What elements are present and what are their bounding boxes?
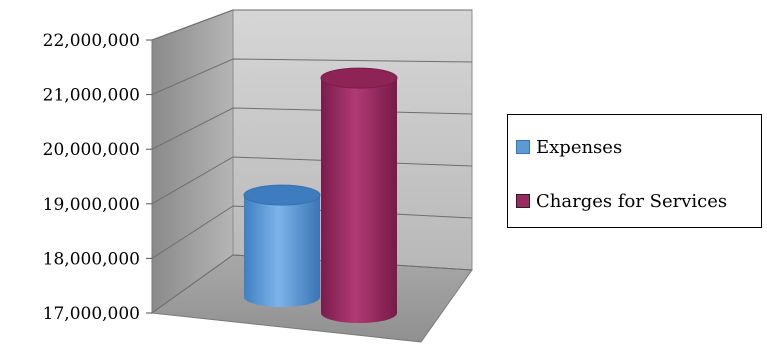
legend-item-expenses: Expenses <box>516 135 622 159</box>
legend-label-expenses: Expenses <box>536 137 622 158</box>
y-tick-label: 20,000,000 <box>43 140 140 160</box>
bar-body <box>321 78 397 323</box>
y-tick-label: 22,000,000 <box>43 31 140 51</box>
legend-label-charges-for-services: Charges for Services <box>536 191 727 212</box>
y-tick-label: 21,000,000 <box>43 86 140 106</box>
legend: Expenses Charges for Services <box>507 114 762 228</box>
legend-swatch-expenses <box>516 140 530 154</box>
bar-expenses <box>244 185 320 307</box>
y-axis-ticks: 22,000,000 21,000,000 20,000,000 19,000,000… <box>43 31 152 324</box>
y-tick-label: 19,000,000 <box>43 195 140 215</box>
bar-charges-for-services <box>321 68 397 323</box>
y-tick-label: 17,000,000 <box>43 304 140 324</box>
legend-item-charges-for-services: Charges for Services <box>516 189 727 213</box>
y-tick-label: 18,000,000 <box>43 249 140 269</box>
legend-swatch-charges-for-services <box>516 194 530 208</box>
bar-top <box>244 185 320 205</box>
bar-body <box>244 195 320 307</box>
bar-top <box>321 68 397 88</box>
